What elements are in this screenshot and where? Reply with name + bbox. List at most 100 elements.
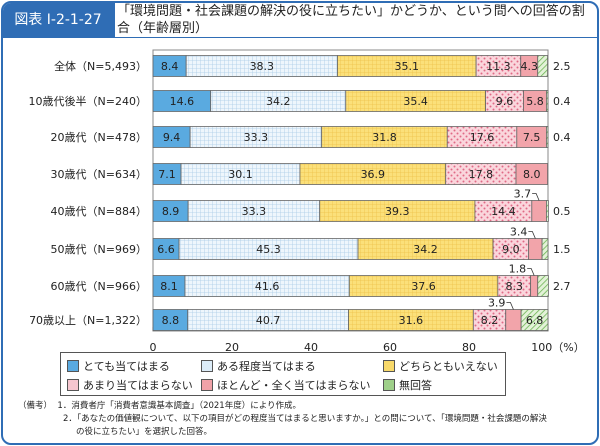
- category-label: 30歳代（N=634）: [51, 168, 147, 181]
- data-label: 3.7: [514, 188, 532, 201]
- legend: とても当てはまる ある程度当てはまる どちらともいえない あまり当てはまらない …: [60, 352, 506, 396]
- notes: （備考） 1．消費者庁「消費者意識基本調査」（2021年度）により作成。 2．「…: [18, 400, 547, 439]
- data-label: 11.3: [486, 60, 511, 73]
- figure-title: 「環境問題・社会課題の解決の役に立ちたい」かどうか、という問への回答の割合（年齢…: [117, 4, 585, 36]
- note-1: （備考） 1．消費者庁「消費者意識基本調査」（2021年度）により作成。: [18, 400, 547, 413]
- legend-swatch: [383, 360, 395, 372]
- notes-label: （備考）: [18, 401, 53, 411]
- legend-label: あまり当てはまらない: [83, 379, 193, 392]
- x-tick-label: 60: [383, 341, 397, 354]
- data-label: 14.6: [170, 95, 195, 108]
- bar-segment: [515, 163, 549, 185]
- data-label: 9.4: [163, 131, 181, 144]
- x-tick-label: 0: [150, 341, 157, 354]
- bar-segment: [537, 55, 549, 77]
- category-label: 10歳代後半（N=240）: [29, 94, 147, 108]
- bar-segment: [541, 238, 549, 260]
- bar-segment: [546, 126, 549, 148]
- bar-segment: [531, 200, 547, 222]
- legend-swatch: [383, 379, 395, 391]
- bar-segment: [505, 309, 522, 331]
- legend-item: どちらともいえない: [383, 358, 498, 374]
- data-label: 33.3: [244, 131, 269, 144]
- data-label: 34.2: [413, 243, 438, 256]
- data-label: 34.2: [266, 95, 291, 108]
- legend-swatch: [67, 379, 79, 391]
- data-label: 8.9: [162, 205, 180, 218]
- note-2: 2．「あなたの価値観について、以下の項目がどの程度当てはまると思いますか。」との…: [63, 414, 547, 424]
- data-label: 3.9: [488, 297, 506, 310]
- note-3: の役に立ちたい」を選択した回答。: [76, 427, 213, 437]
- data-label: 6.8: [526, 314, 544, 327]
- leader-line: [528, 231, 536, 239]
- data-label: 8.3: [505, 280, 523, 293]
- data-label: 31.8: [372, 131, 397, 144]
- x-tick-label: 40: [304, 341, 318, 354]
- data-label: 2.7: [553, 280, 571, 293]
- data-label: 0.4: [553, 131, 571, 144]
- data-label: 36.9: [361, 168, 386, 181]
- data-label: 8.0: [523, 168, 541, 181]
- bar-segment: [546, 90, 549, 112]
- legend-swatch: [67, 360, 79, 372]
- bar-segment: [546, 200, 549, 222]
- data-label: 35.4: [403, 95, 428, 108]
- legend-swatch: [201, 379, 213, 391]
- legend-item: 無回答: [383, 377, 432, 393]
- data-label: 8.4: [161, 60, 179, 73]
- bar-segment: [528, 238, 543, 260]
- data-label: 31.6: [399, 314, 424, 327]
- x-tick-label: 80: [462, 341, 476, 354]
- data-label: 41.6: [255, 280, 280, 293]
- note-text: 1．消費者庁「消費者意識基本調査」（2021年度）により作成。: [57, 401, 302, 411]
- data-label: 40.7: [256, 314, 281, 327]
- data-label: 7.5: [523, 131, 541, 144]
- leader-line: [506, 302, 514, 310]
- legend-item: あまり当てはまらない: [67, 377, 193, 393]
- data-label: 6.6: [157, 243, 175, 256]
- category-label: 20歳代（N=478）: [51, 131, 147, 144]
- data-label: 17.6: [470, 131, 495, 144]
- header-divider: [3, 37, 597, 38]
- leader-line: [527, 268, 535, 276]
- data-label: 17.8: [469, 168, 494, 181]
- legend-label: 無回答: [399, 379, 432, 392]
- data-label: 45.3: [256, 243, 281, 256]
- bar-segment: [530, 275, 539, 297]
- figure-id: 図表 I-2-1-27: [3, 3, 113, 37]
- data-label: 38.3: [250, 60, 275, 73]
- category-label: 全体（N=5,493）: [54, 59, 147, 73]
- data-label: 9.0: [502, 243, 520, 256]
- bar-segment: [520, 309, 549, 331]
- data-label: 8.8: [162, 314, 180, 327]
- legend-item: ほとんど・全く当てはまらない: [201, 377, 370, 393]
- x-tick-label: 20: [225, 341, 239, 354]
- plot-area: [152, 49, 549, 332]
- bar-segment: [537, 275, 549, 297]
- data-label: 0.5: [553, 205, 571, 218]
- legend-item: ある程度当てはまる: [201, 358, 316, 374]
- category-label: 50歳代（N=969）: [51, 243, 147, 256]
- data-label: 5.8: [526, 95, 544, 108]
- data-label: 30.1: [228, 168, 253, 181]
- legend-label: ある程度当てはまる: [217, 360, 316, 373]
- data-label: 4.3: [520, 60, 538, 73]
- category-label: 40歳代（N=884）: [51, 205, 147, 218]
- data-label: 1.5: [553, 243, 571, 256]
- data-label: 7.1: [158, 168, 176, 181]
- data-label: 0.4: [553, 95, 571, 108]
- data-label: 9.6: [496, 95, 514, 108]
- legend-swatch: [201, 360, 213, 372]
- data-label: 8.2: [481, 314, 499, 327]
- data-label: 8.1: [160, 280, 178, 293]
- legend-label: とても当てはまる: [83, 360, 170, 373]
- leader-line: [532, 193, 540, 201]
- category-label: 60歳代（N=966）: [51, 280, 147, 293]
- data-label: 37.6: [411, 280, 436, 293]
- legend-item: とても当てはまる: [67, 358, 170, 374]
- legend-label: ほとんど・全く当てはまらない: [217, 379, 371, 392]
- data-label: 3.4: [510, 226, 528, 239]
- data-label: 14.4: [491, 205, 516, 218]
